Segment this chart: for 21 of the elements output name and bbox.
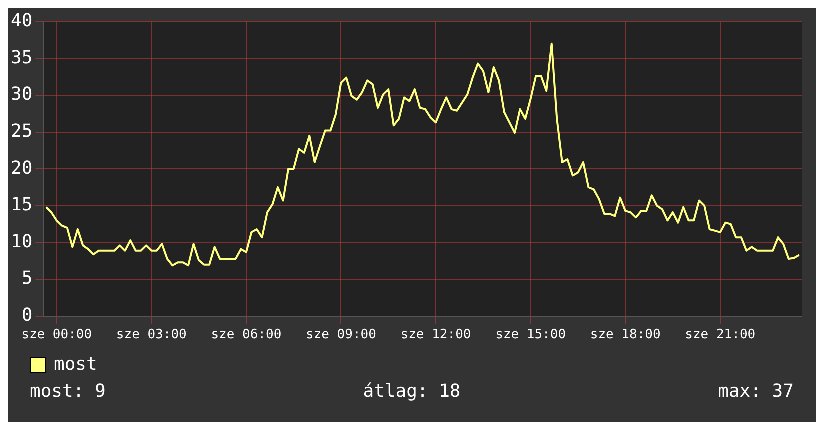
y-tick-label: 25 <box>10 120 33 142</box>
y-tick-label: 10 <box>10 231 33 252</box>
x-tick-label: sze 09:00 <box>306 328 376 343</box>
y-tick-label: 15 <box>10 194 33 216</box>
x-tick-label: sze 03:00 <box>116 328 187 343</box>
x-tick-label: sze 00:00 <box>22 328 92 343</box>
y-tick-label: 5 <box>22 268 33 290</box>
y-tick-label: 0 <box>22 305 33 326</box>
y-tick-label: 30 <box>10 84 33 106</box>
x-tick-label: sze 06:00 <box>211 328 282 343</box>
legend-label: most <box>54 354 98 375</box>
y-tick-label: 20 <box>10 158 33 179</box>
text: átlag: 18 <box>363 381 461 402</box>
x-tick-label: sze 12:00 <box>400 328 472 343</box>
x-tick-label: sze 18:00 <box>590 328 661 343</box>
y-tick-label: 35 <box>10 47 33 68</box>
x-tick-label: sze 21:00 <box>685 328 756 343</box>
x-tick-label: sze 15:00 <box>496 328 566 343</box>
text: max: 37 <box>718 381 794 402</box>
text: most: 9 <box>30 381 106 402</box>
y-tick-label: 40 <box>10 10 33 32</box>
